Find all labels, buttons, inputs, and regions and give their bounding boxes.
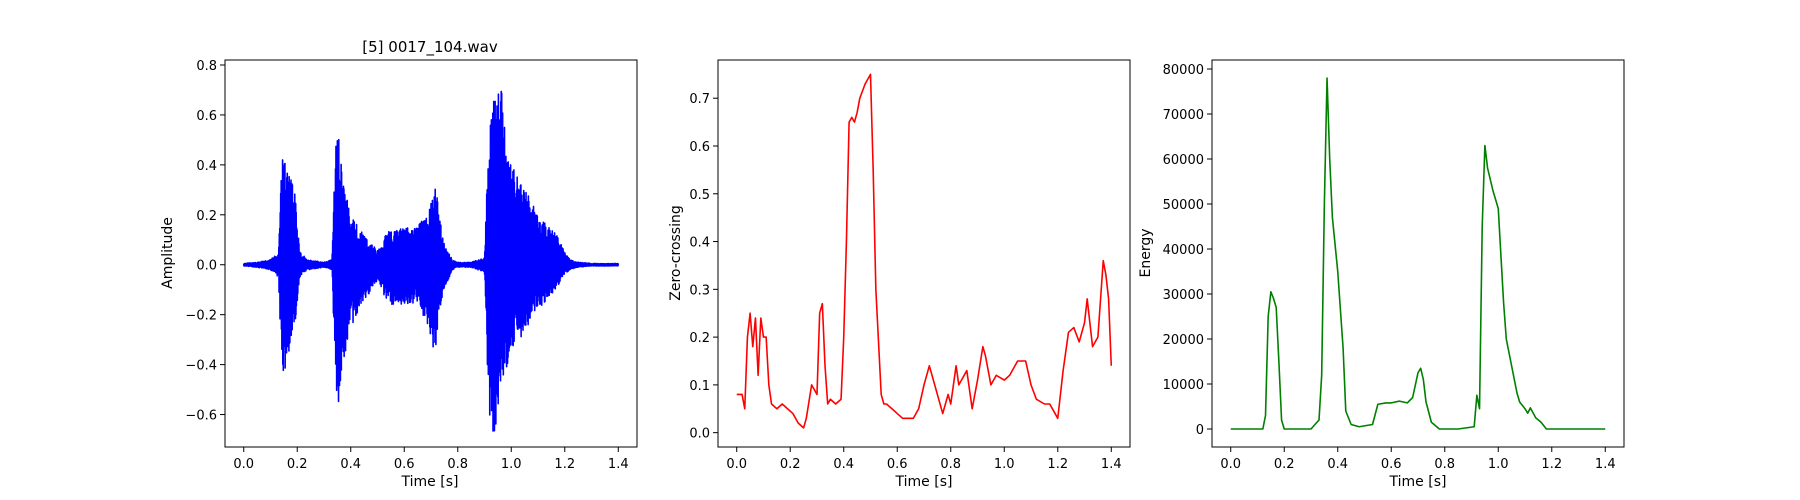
- energy-xtick-label: 1.0: [1488, 457, 1509, 472]
- waveform-xtick-label: 1.0: [501, 457, 522, 472]
- panel-zero-crossing: Time [s] Zero-crossing 0.0 0.2 0.4 0.6 0.8 1.…: [668, 59, 1131, 490]
- zero-crossing-ytick-label: 0.3: [689, 283, 710, 298]
- panel-waveform-ylabel: Amplitude: [160, 217, 176, 289]
- energy-ytick-label: 50000: [1163, 198, 1204, 213]
- waveform-ytick-label: −0.6: [185, 409, 217, 424]
- energy-ytick-label: 80000: [1163, 63, 1204, 78]
- zero-crossing-ytick-label: 0.2: [689, 331, 710, 346]
- zero-crossing-xtick-label: 0.6: [887, 457, 908, 472]
- energy-axes-frame: [1211, 59, 1625, 448]
- waveform-ytick-label: 0.0: [196, 259, 217, 274]
- panel-zero-crossing-ylabel: Zero-crossing: [668, 205, 684, 300]
- waveform-xtick-label: 0.2: [287, 457, 308, 472]
- panel-energy-xlabel: Time [s]: [1389, 474, 1447, 490]
- panel-waveform-xlabel: Time [s]: [401, 474, 459, 490]
- waveform-xtick-label: 1.2: [554, 457, 575, 472]
- waveform-ytick-label: 0.6: [196, 109, 217, 124]
- energy-ytick-label: 20000: [1163, 333, 1204, 348]
- energy-xtick-label: 1.2: [1541, 457, 1562, 472]
- energy-ytick-label: 40000: [1163, 243, 1204, 258]
- panel-energy: Time [s] Energy 0.0 0.2 0.4 0.6 0.8 1.0 1.2 1.4…: [1138, 59, 1625, 490]
- waveform-ytick-label: −0.2: [185, 309, 217, 324]
- zero-crossing-xtick-label: 0.4: [833, 457, 854, 472]
- zero-crossing-series-line: [736, 73, 1113, 429]
- waveform-axes-frame: [224, 59, 638, 448]
- zero-crossing-xtick-label: 1.4: [1101, 457, 1122, 472]
- energy-xtick-label: 0.2: [1274, 457, 1295, 472]
- energy-ytick-label: 30000: [1163, 288, 1204, 303]
- waveform-xtick-label: 0.8: [447, 457, 468, 472]
- zero-crossing-ytick-label: 0.0: [689, 427, 710, 442]
- waveform-series-line: [242, 90, 620, 432]
- energy-series-line: [1230, 77, 1606, 430]
- energy-ytick-label: 70000: [1163, 108, 1204, 123]
- waveform-ytick-label: 0.8: [196, 59, 217, 74]
- waveform-ytick-label: 0.2: [196, 209, 217, 224]
- zero-crossing-ytick-label: 0.1: [689, 379, 710, 394]
- energy-ytick-label: 0: [1196, 423, 1204, 438]
- energy-xtick-label: 0.6: [1381, 457, 1402, 472]
- waveform-ytick-label: 0.4: [196, 159, 217, 174]
- panel-zero-crossing-xlabel: Time [s]: [895, 474, 953, 490]
- waveform-xtick-label: 0.4: [340, 457, 361, 472]
- panel-energy-ylabel: Energy: [1138, 228, 1154, 277]
- waveform-xtick-label: 0.6: [394, 457, 415, 472]
- panel-waveform: [5] 0017_104.wav Time [s] Amplitude 0.0 0…: [160, 38, 638, 490]
- zero-crossing-axes-frame: [717, 59, 1131, 448]
- waveform-ytick-label: −0.4: [185, 359, 217, 374]
- zero-crossing-xtick-label: 0.2: [780, 457, 801, 472]
- zero-crossing-xtick-label: 0.8: [940, 457, 961, 472]
- zero-crossing-xtick-label: 1.2: [1047, 457, 1068, 472]
- energy-ytick-label: 10000: [1163, 378, 1204, 393]
- energy-xtick-label: 0.8: [1434, 457, 1455, 472]
- zero-crossing-xtick-label: 1.0: [994, 457, 1015, 472]
- energy-ytick-label: 60000: [1163, 153, 1204, 168]
- zero-crossing-ytick-label: 0.5: [689, 188, 710, 203]
- energy-xtick-label: 0.4: [1327, 457, 1348, 472]
- panel-waveform-title: [5] 0017_104.wav: [362, 38, 498, 57]
- waveform-xtick-label: 1.4: [608, 457, 629, 472]
- energy-xtick-label: 1.4: [1595, 457, 1616, 472]
- zero-crossing-ytick-label: 0.7: [689, 92, 710, 107]
- zero-crossing-ytick-label: 0.6: [689, 140, 710, 155]
- zero-crossing-xtick-label: 0.0: [726, 457, 747, 472]
- zero-crossing-ytick-label: 0.4: [689, 236, 710, 251]
- energy-xtick-label: 0.0: [1220, 457, 1241, 472]
- waveform-xtick-label: 0.0: [233, 457, 254, 472]
